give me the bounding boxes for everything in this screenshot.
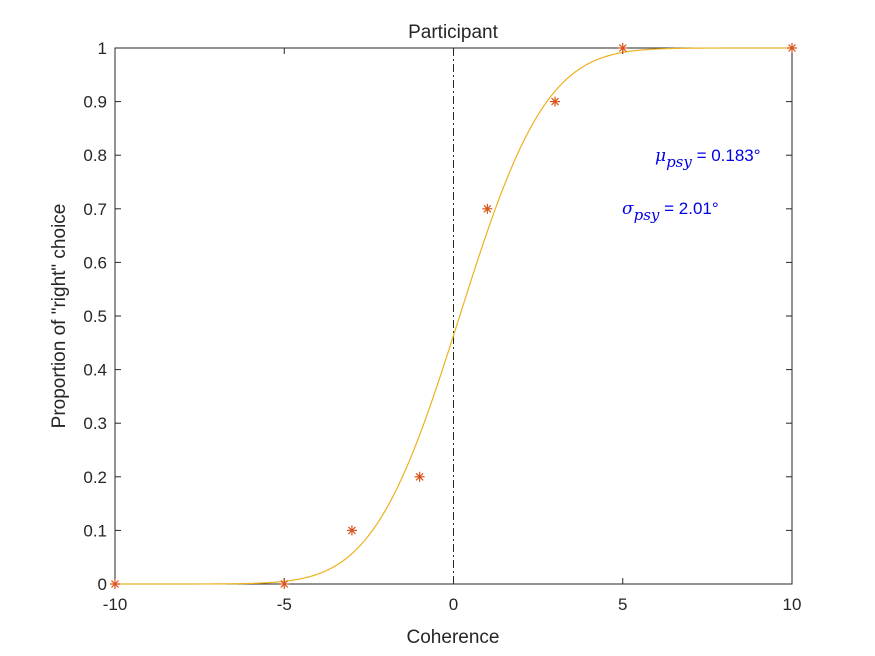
y-tick-label: 0.4 bbox=[83, 361, 107, 380]
y-tick-label: 0.3 bbox=[83, 414, 107, 433]
mu-annotation: μpsy = 0.183° bbox=[655, 146, 761, 171]
y-tick-label: 0 bbox=[98, 575, 107, 594]
x-tick-label: 10 bbox=[783, 595, 802, 614]
y-tick-label: 0.7 bbox=[83, 200, 107, 219]
chart-title: Participant bbox=[408, 22, 498, 43]
y-tick-label: 0.6 bbox=[83, 253, 107, 272]
y-axis-label: Proportion of "right" choice bbox=[49, 204, 70, 429]
y-tick-label: 0.5 bbox=[83, 307, 107, 326]
data-point bbox=[414, 471, 425, 482]
x-tick-label: -10 bbox=[103, 595, 128, 614]
y-tick-label: 0.1 bbox=[83, 521, 107, 540]
data-point bbox=[346, 525, 357, 536]
x-tick-label: 5 bbox=[618, 595, 627, 614]
data-point bbox=[617, 43, 628, 53]
mu-subscript: psy bbox=[666, 153, 692, 171]
sigma-symbol: σ bbox=[622, 199, 634, 219]
data-point bbox=[550, 96, 561, 107]
mu-symbol: μ bbox=[655, 146, 666, 166]
data-point bbox=[482, 203, 493, 214]
sigma-annotation: σpsy = 2.01° bbox=[622, 199, 719, 224]
x-axis-label: Coherence bbox=[407, 627, 500, 648]
x-tick-label: 0 bbox=[449, 595, 458, 614]
fit-curve bbox=[115, 47, 792, 585]
plot-area: -10 -5 0 5 10 0 0.1 0.2 0.3 0.4 0.5 0.6 0.7 0.8 0.9 1 bbox=[83, 39, 801, 614]
data-point bbox=[787, 43, 797, 53]
y-tick-label: 0.9 bbox=[83, 93, 107, 112]
y-tick-label: 1 bbox=[98, 39, 107, 58]
y-tick-label: 0.2 bbox=[83, 468, 107, 487]
data-point bbox=[110, 579, 120, 589]
data-point bbox=[279, 579, 290, 589]
x-tick-label: -5 bbox=[277, 595, 292, 614]
y-tick-label: 0.8 bbox=[83, 146, 107, 165]
sigma-value: = 2.01° bbox=[659, 199, 718, 218]
sigma-subscript: psy bbox=[634, 206, 660, 224]
mu-value: = 0.183° bbox=[692, 146, 761, 165]
